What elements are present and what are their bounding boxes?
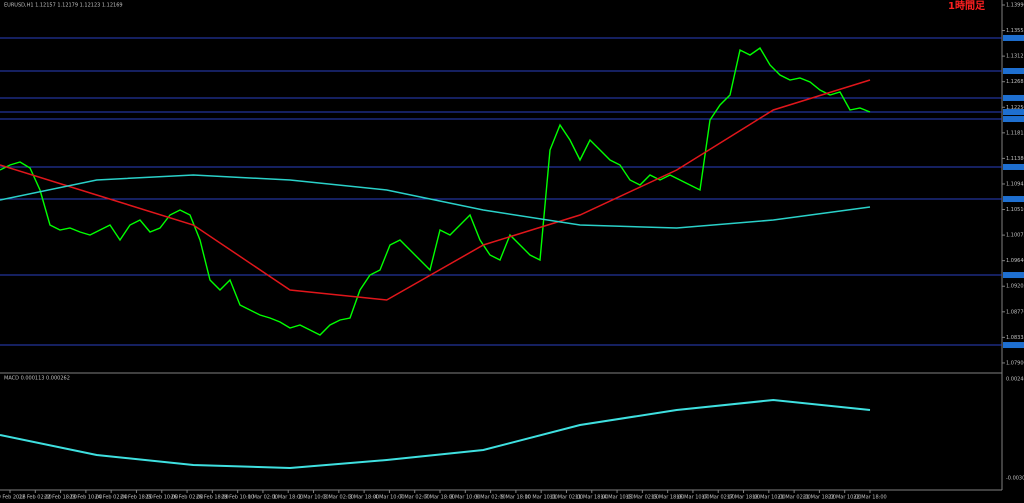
time-tick-label: 17 Mar 18:00 [727,495,760,501]
level-tag [1003,94,1024,101]
price-tick-label: 1.13990 [1006,2,1024,8]
level-tag [1003,272,1024,279]
price-tick-label: 1.11815 [1006,130,1024,136]
level-tag [1003,196,1024,203]
macd-tick-label: -0.003098 [1006,476,1024,482]
level-tag [1003,109,1024,116]
series-line [0,174,871,229]
price-tick-label: 1.09640 [1006,258,1024,264]
price-tick-label: 1.12250 [1006,105,1024,111]
time-tick-label: 9 Mar 02:00 [475,495,505,501]
time-tick-label: 22 Feb 02:00 [19,495,52,501]
price-tick-label: 1.09205 [1006,284,1024,290]
time-tick-label: 21 Mar 18:00 [803,495,836,501]
price-tick-label: 1.10945 [1006,181,1024,187]
time-tick-label: 17 Mar 02:00 [702,495,735,501]
price-tick-label: 1.10510 [1006,207,1024,213]
level-tag [1003,342,1024,349]
time-tick-label: 16 Mar 10:00 [676,495,709,501]
price-tick-label: 1.10075 [1006,233,1024,239]
time-tick-label: 26 Feb 02:00 [171,495,204,501]
time-tick-label: 7 Mar 18:00 [425,495,455,501]
time-tick-label: 21 Mar 02:00 [777,495,810,501]
time-tick-label: 4 Mar 10:00 [374,495,404,501]
series-line [0,79,871,301]
level-tag [1003,34,1024,41]
time-tick-label: 22 Mar 10:00 [828,495,861,501]
time-tick-label: 15 Mar 02:00 [626,495,659,501]
level-tag [1003,163,1024,170]
macd-title: MACD 0.000113 0.000262 [4,376,70,382]
time-tick-label: 9 Mar 18:00 [501,495,531,501]
time-tick-label: 25 Feb 10:00 [145,495,178,501]
time-tick-label: 23 Feb 10:00 [69,495,102,501]
time-tick-label: 1 Mar 18:00 [273,495,303,501]
time-tick-label: 14 Mar 10:00 [600,495,633,501]
time-tick-label: 18 Mar 10:00 [752,495,785,501]
time-tick-label: 3 Mar 18:00 [349,495,379,501]
level-tag [1003,116,1024,123]
time-tick-label: 2 Mar 10:00 [298,495,328,501]
time-tick-label: 7 Mar 02:00 [400,495,430,501]
series-line [0,46,871,336]
time-tick-label: 22 Mar 18:00 [853,495,886,501]
price-tick-label: 1.08770 [1006,309,1024,315]
series-line [0,398,871,470]
price-tick-label: 1.08335 [1006,335,1024,341]
time-tick-label: 11 Mar 18:00 [575,495,608,501]
price-tick-label: 1.11380 [1006,156,1024,162]
time-tick-label: 24 Feb 02:00 [95,495,128,501]
time-tick-label: 15 Mar 18:00 [651,495,684,501]
time-tick-label: 24 Feb 18:00 [120,495,153,501]
time-tick-label: 19 Feb 2016 [0,495,26,501]
level-tag [1003,68,1024,75]
time-tick-label: 3 Mar 02:00 [324,495,354,501]
symbol-info: EURUSD,H1 1.12157 1.12179 1.12123 1.1216… [4,3,123,9]
price-tick-label: 1.07900 [1006,360,1024,366]
timeframe-note: 1時間足 [948,0,986,12]
time-tick-label: 29 Feb 10:00 [221,495,254,501]
price-tick-label: 1.1312 [1006,54,1024,60]
macd-tick-label: 0.002467 [1006,377,1024,383]
time-tick-label: 11 Mar 02:00 [550,495,583,501]
price-tick-label: 1.12685 [1006,79,1024,85]
price-tick-label: 1.13555 [1006,28,1024,34]
time-tick-label: 8 Mar 10:00 [450,495,480,501]
time-tick-label: 1 Mar 02:00 [248,495,278,501]
time-tick-label: 10 Mar 10:00 [524,495,557,501]
time-tick-label: 22 Feb 18:00 [44,495,77,501]
time-tick-label: 26 Feb 18:00 [196,495,229,501]
